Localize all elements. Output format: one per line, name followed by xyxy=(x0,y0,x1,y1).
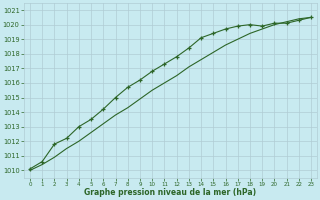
X-axis label: Graphe pression niveau de la mer (hPa): Graphe pression niveau de la mer (hPa) xyxy=(84,188,257,197)
